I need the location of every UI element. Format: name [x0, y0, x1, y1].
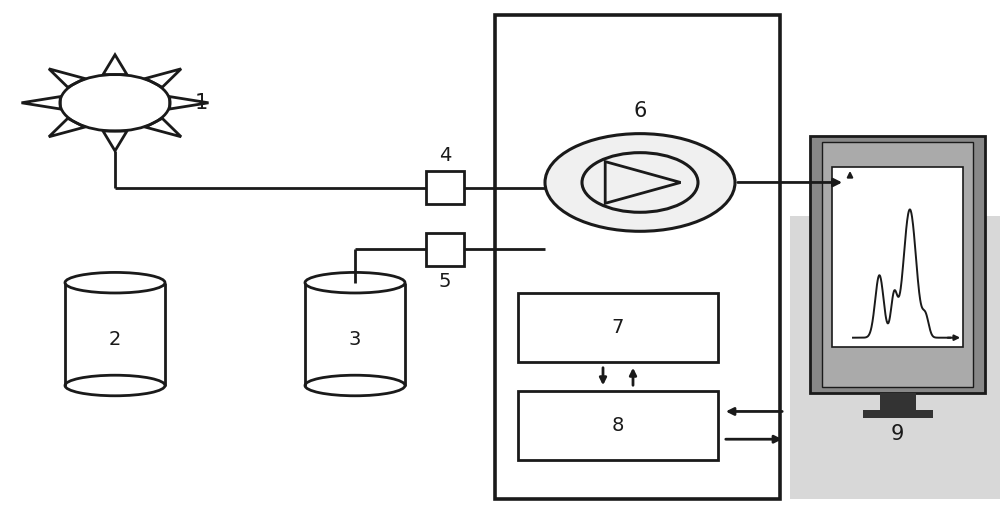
Bar: [518, 293, 718, 362]
Bar: [862, 410, 932, 418]
Bar: [426, 232, 464, 266]
Text: 9: 9: [891, 424, 904, 444]
Bar: [822, 142, 973, 387]
Bar: [810, 136, 985, 393]
Text: 3: 3: [349, 330, 361, 348]
Circle shape: [545, 134, 735, 231]
Text: 5: 5: [439, 272, 451, 291]
Bar: [880, 393, 916, 414]
Text: 1: 1: [195, 93, 208, 113]
Text: 8: 8: [612, 416, 624, 435]
Text: 4: 4: [439, 146, 451, 164]
Bar: [518, 391, 718, 460]
Bar: [426, 171, 464, 204]
Text: 2: 2: [109, 330, 121, 348]
Bar: [495, 15, 780, 499]
Bar: [832, 167, 963, 347]
Text: 6: 6: [633, 101, 647, 121]
Text: 7: 7: [612, 318, 624, 337]
Bar: [790, 216, 1000, 499]
